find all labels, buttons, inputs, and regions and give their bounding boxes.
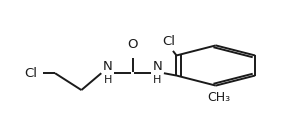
Text: H: H: [103, 75, 112, 85]
Text: Cl: Cl: [24, 67, 38, 80]
Text: O: O: [127, 38, 138, 51]
Text: N: N: [153, 60, 162, 73]
Text: N: N: [103, 60, 113, 73]
Text: H: H: [153, 75, 162, 85]
Text: CH₃: CH₃: [207, 91, 230, 104]
Text: Cl: Cl: [163, 35, 176, 48]
